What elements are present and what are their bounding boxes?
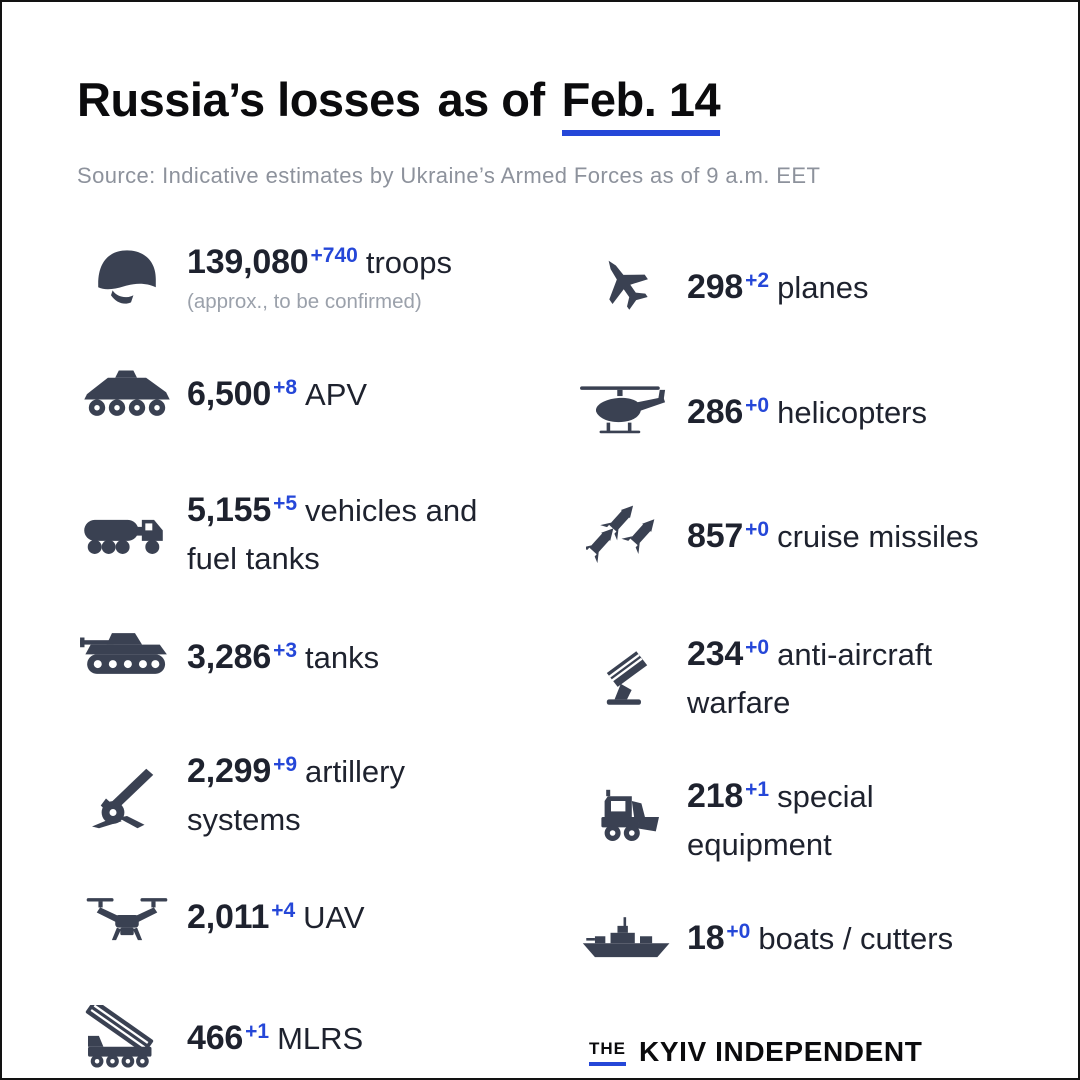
stat-delta: +9 <box>273 753 298 777</box>
kyiv-independent-logo: THE KYIV INDEPENDENT <box>577 1036 1038 1068</box>
apv-icon <box>77 363 177 427</box>
title-date: Feb. 14 <box>561 72 721 136</box>
logo-the: THE <box>589 1039 626 1066</box>
stat-value: 466 <box>187 1019 244 1058</box>
stat-value: 6,500 <box>187 375 272 414</box>
logo-name: KYIV INDEPENDENT <box>639 1036 923 1067</box>
stat-label: troops <box>365 245 452 280</box>
stat-label: helicopters <box>777 394 928 430</box>
artillery-icon <box>77 760 177 830</box>
stat-value: 139,080 <box>187 243 309 281</box>
tank-icon <box>77 626 177 688</box>
stat-row-helicopters: 286+0 helicopters <box>577 381 1038 443</box>
stat-value: 2,011 <box>187 897 270 936</box>
stats-grid: 139,080+740 troops (approx., to be confir… <box>77 237 1038 1073</box>
helmet-icon <box>77 244 177 308</box>
stat-label: artillery systems <box>187 754 405 838</box>
stat-delta: +1 <box>245 1020 270 1044</box>
stat-row-anti-aircraft: 234+0 anti-aircraft warfare <box>577 629 1038 727</box>
plane-icon <box>577 251 677 323</box>
fuel-truck-icon <box>77 502 177 564</box>
stat-row-tanks: 3,286+3 tanks <box>77 626 577 688</box>
stat-row-apv: 6,500+8 APV <box>77 363 577 427</box>
stat-delta: +0 <box>745 393 770 417</box>
cruise-missile-icon <box>577 501 677 571</box>
stat-value: 298 <box>687 267 744 306</box>
stat-label: UAV <box>303 899 365 935</box>
left-column: 139,080+740 troops (approx., to be confir… <box>77 237 577 1073</box>
source-line: Source: Indicative estimates by Ukraine’… <box>77 163 821 188</box>
stat-value: 3,286 <box>187 637 272 676</box>
stat-label: vehicles and fuel tanks <box>187 492 478 576</box>
helicopter-icon <box>577 381 677 443</box>
stat-label: MLRS <box>277 1021 364 1057</box>
stat-row-uav: 2,011+4 UAV <box>77 888 577 947</box>
stat-row-planes: 298+2 planes <box>577 251 1038 323</box>
stat-label: tanks <box>305 639 380 675</box>
stat-row-cruise-missiles: 857+0 cruise missiles <box>577 501 1038 571</box>
stat-delta: +5 <box>273 491 298 515</box>
special-equipment-icon <box>577 785 677 853</box>
right-column: 298+2 planes 286+0 helicopte <box>577 237 1038 1073</box>
stat-value: 218 <box>687 776 744 815</box>
stat-value: 5,155 <box>187 490 272 529</box>
mlrs-icon <box>77 1004 177 1073</box>
stat-row-mlrs: 466+1 MLRS <box>77 1004 577 1073</box>
stat-value: 18 <box>687 918 725 957</box>
stat-value: 286 <box>687 392 744 431</box>
title-middle: as of <box>437 73 545 126</box>
stat-label: planes <box>777 269 869 305</box>
title-prefix: Russia’s losses <box>77 73 421 126</box>
stat-label: special equipment <box>687 778 874 862</box>
stat-delta: +0 <box>745 636 770 659</box>
stat-row-boats: 18+0 boats / cutters <box>577 912 1038 964</box>
stat-value: 234 <box>687 635 744 673</box>
stat-row-troops: 139,080+740 troops (approx., to be confir… <box>77 237 577 315</box>
stat-row-vehicles: 5,155+5 vehicles and fuel tanks <box>77 485 577 583</box>
stat-label: boats / cutters <box>758 920 954 956</box>
stat-delta: +3 <box>273 638 298 662</box>
stat-label: APV <box>305 377 368 413</box>
stat-delta: +1 <box>745 777 770 801</box>
stat-row-special-equipment: 218+1 special equipment <box>577 771 1038 869</box>
stat-label: anti-aircraft warfare <box>687 637 933 720</box>
stat-row-artillery: 2,299+9 artillery systems <box>77 746 577 844</box>
stat-value: 2,299 <box>187 752 272 791</box>
page-title: Russia’s losses as of Feb. 14 <box>77 72 1038 136</box>
stat-delta: +8 <box>273 376 298 400</box>
stat-label: cruise missiles <box>777 518 979 554</box>
stat-delta: +740 <box>310 244 358 267</box>
stat-value: 857 <box>687 516 744 555</box>
boat-icon <box>577 912 677 964</box>
stat-delta: +0 <box>745 517 770 541</box>
stat-delta: +2 <box>745 268 770 292</box>
uav-icon <box>77 888 177 947</box>
stat-note: (approx., to be confirmed) <box>187 290 422 313</box>
stat-delta: +0 <box>726 919 751 943</box>
stat-delta: +4 <box>271 898 296 922</box>
anti-aircraft-icon <box>577 645 677 711</box>
